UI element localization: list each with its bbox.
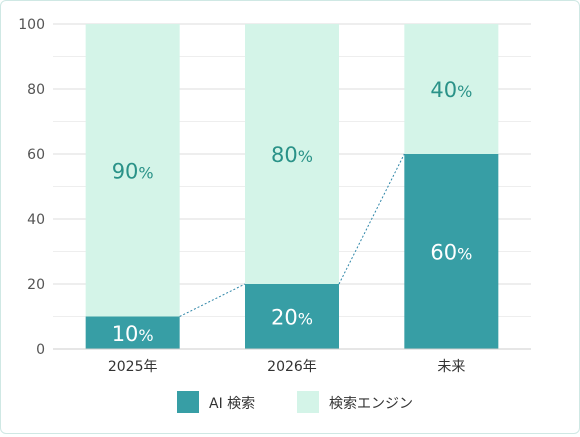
- bar-search-engine: [85, 24, 180, 317]
- bar-data-label: 40%: [430, 78, 472, 102]
- connector-lines: [179, 153, 405, 317]
- bar-search-engine: [404, 24, 499, 154]
- data-label-unit: %: [457, 82, 472, 101]
- bar-ai-search: [85, 316, 180, 349]
- legend-swatch: [177, 391, 199, 413]
- bar-data-label: 10%: [112, 322, 154, 346]
- y-tick-label: 0: [36, 342, 45, 358]
- connector-line: [338, 153, 405, 285]
- bar-data-label: 20%: [271, 306, 313, 330]
- bar-data-label: 60%: [430, 241, 472, 265]
- x-category-label: 未来: [437, 359, 465, 375]
- legend-swatch: [297, 391, 319, 413]
- y-axis: 0 20 40 60 80 100: [18, 17, 45, 358]
- legend: AI 検索 検索エンジン: [177, 391, 413, 413]
- y-tick-label: 60: [27, 147, 45, 163]
- data-label-unit: %: [298, 310, 313, 329]
- bar-data-label: 80%: [271, 143, 313, 167]
- x-category-label: 2026年: [267, 359, 317, 375]
- data-label-unit: %: [457, 245, 472, 264]
- data-label-unit: %: [138, 163, 153, 182]
- bar-data-label: 90%: [112, 159, 154, 183]
- legend-label: 検索エンジン: [329, 395, 413, 412]
- data-label-unit: %: [138, 326, 153, 345]
- data-label-value: 90: [112, 159, 139, 183]
- data-label-value: 40: [430, 78, 457, 102]
- bar-ai-search: [245, 284, 339, 349]
- data-label-value: 10: [112, 322, 139, 346]
- data-label-value: 20: [271, 306, 298, 330]
- x-category-label: 2025年: [108, 359, 158, 375]
- bar-search-engine: [245, 24, 339, 284]
- y-tick-label: 80: [27, 82, 45, 98]
- y-tick-label: 100: [18, 17, 45, 33]
- y-tick-label: 20: [27, 277, 45, 293]
- y-tick-label: 40: [27, 212, 45, 228]
- bar-ai-search: [404, 154, 499, 349]
- data-label-value: 60: [430, 241, 457, 265]
- data-label-value: 80: [271, 143, 298, 167]
- legend-label: AI 検索: [209, 395, 255, 412]
- connector-line: [179, 283, 246, 317]
- data-label-unit: %: [298, 147, 313, 166]
